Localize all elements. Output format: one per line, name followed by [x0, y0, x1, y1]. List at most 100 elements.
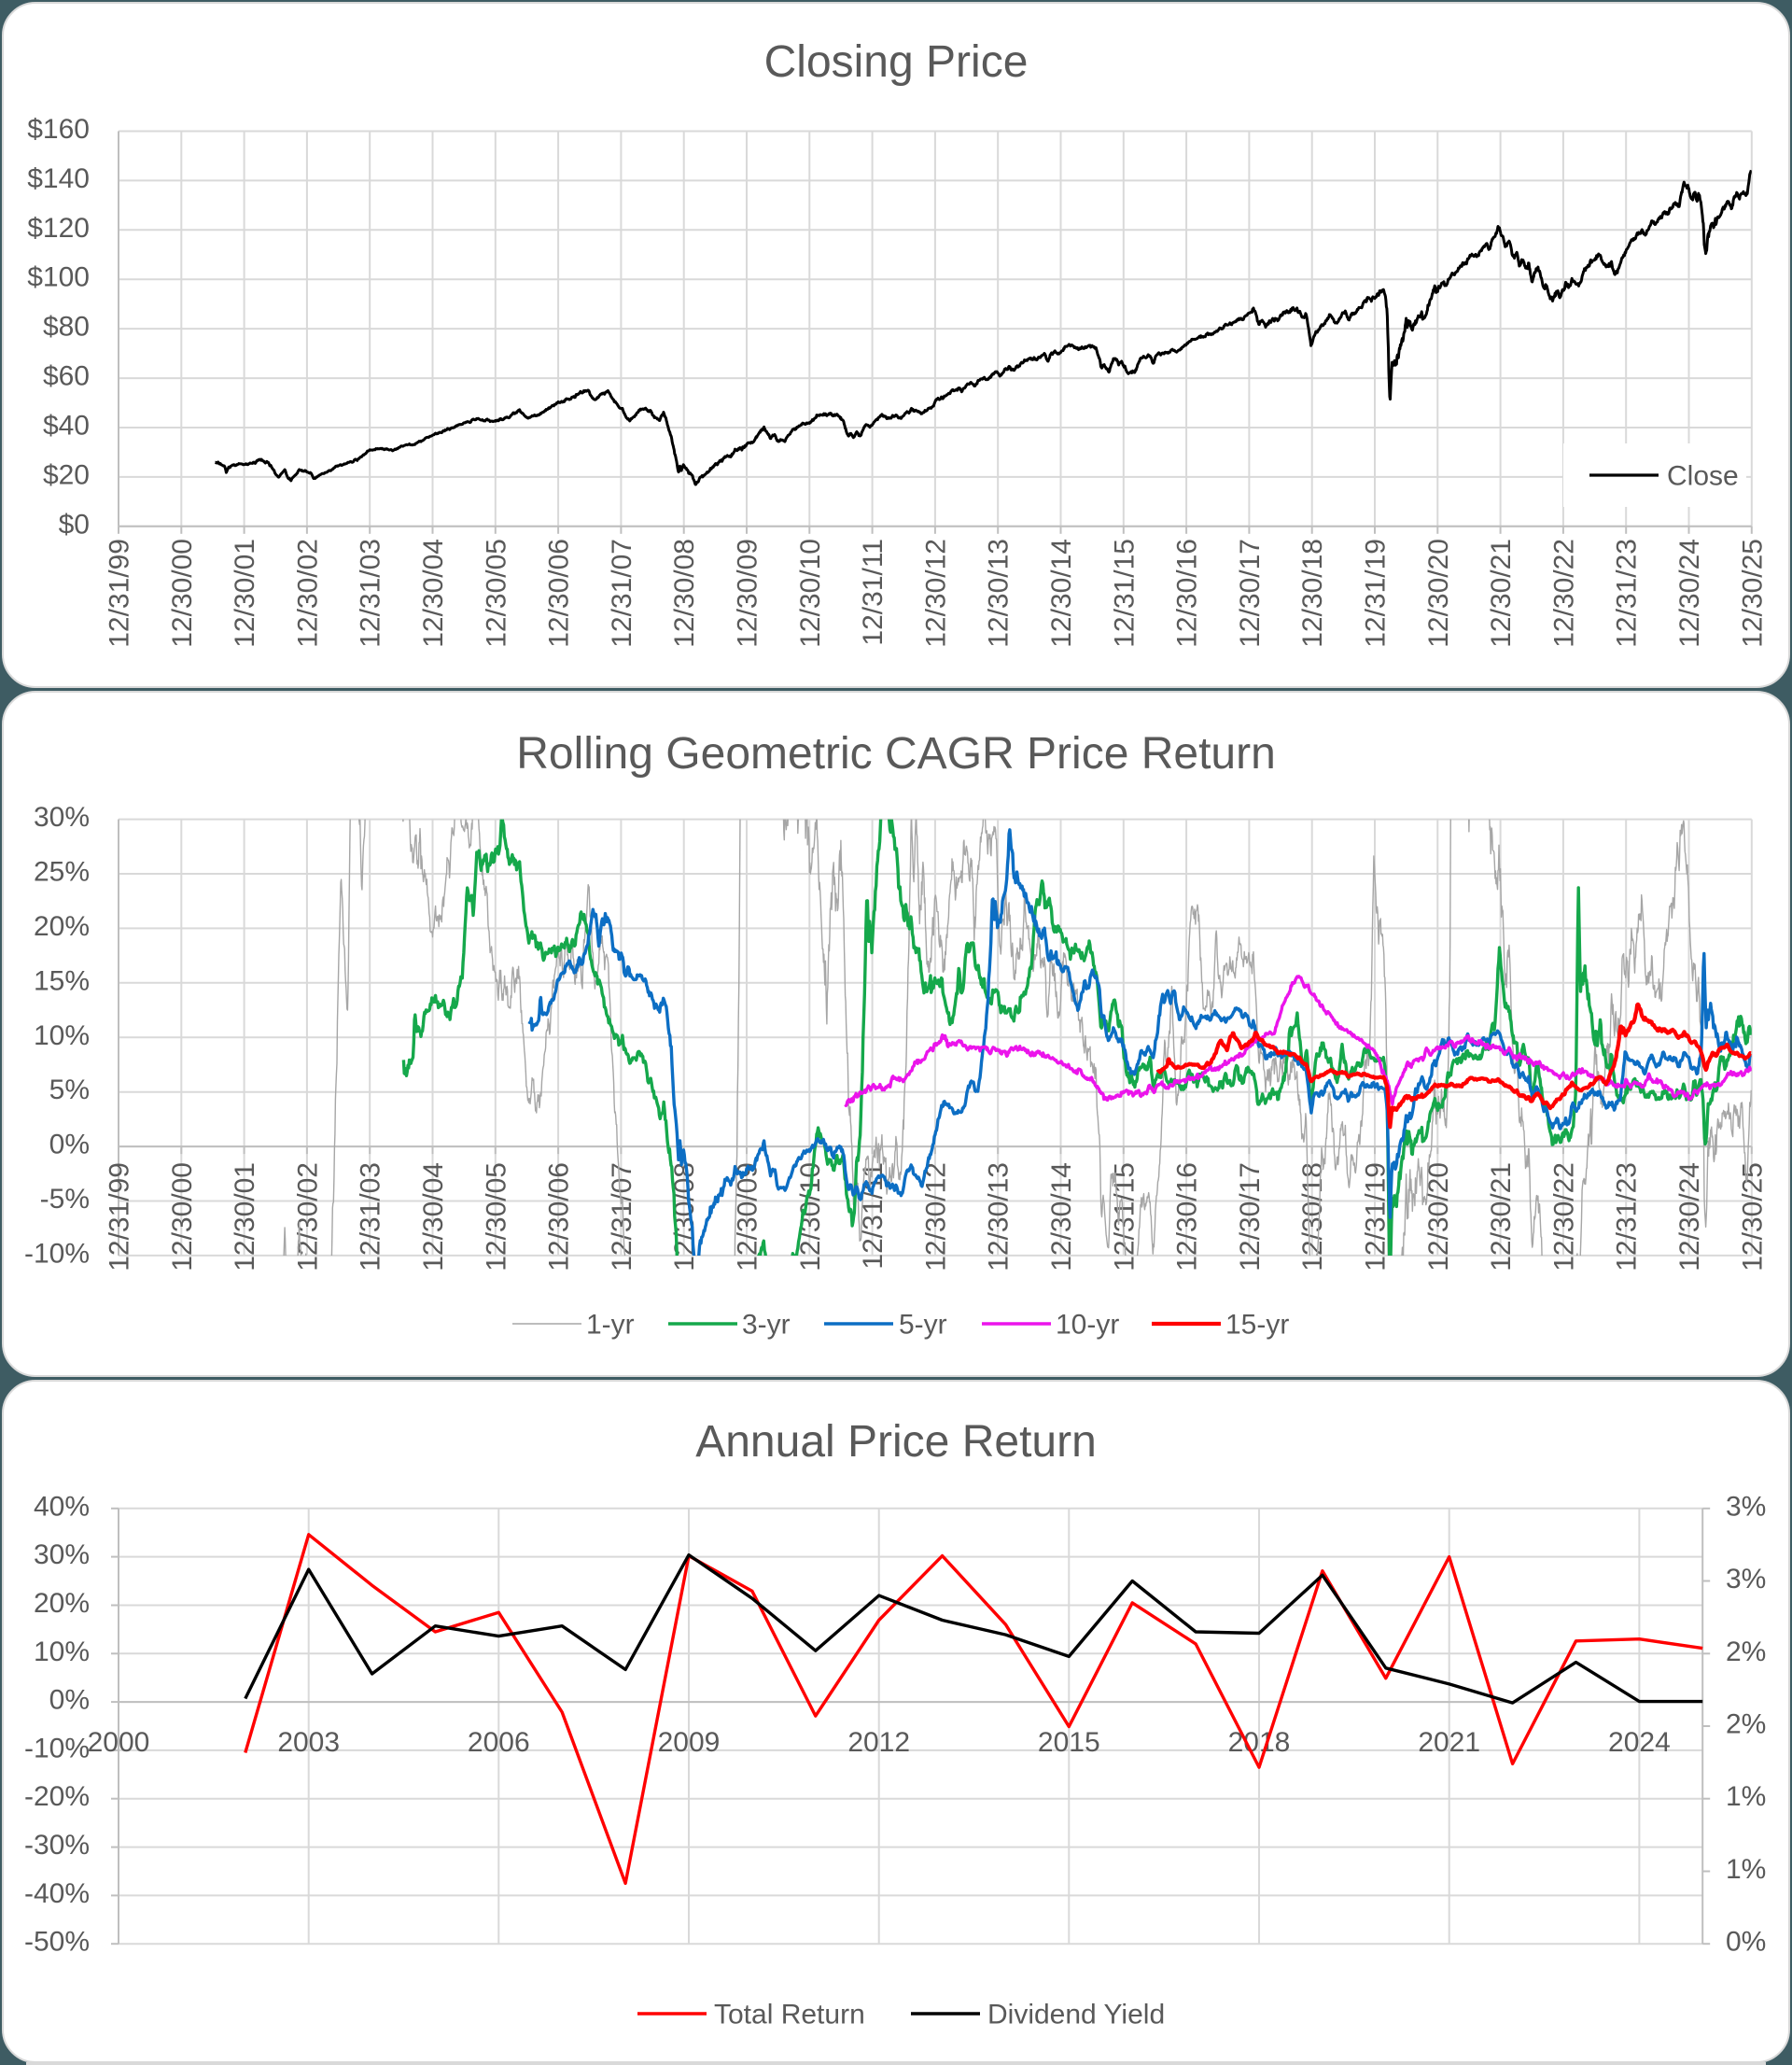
svg-text:30%: 30% — [34, 1539, 90, 1570]
svg-text:$80: $80 — [43, 312, 90, 343]
svg-text:12/30/08: 12/30/08 — [669, 539, 700, 648]
svg-text:12/31/03: 12/31/03 — [356, 1162, 386, 1271]
svg-text:-5%: -5% — [40, 1184, 90, 1215]
svg-text:12/31/07: 12/31/07 — [607, 539, 637, 648]
svg-text:12/31/11: 12/31/11 — [858, 539, 889, 646]
svg-text:0%: 0% — [49, 1130, 90, 1160]
svg-text:1%: 1% — [1726, 1781, 1766, 1812]
svg-text:12/30/21: 12/30/21 — [1486, 1162, 1517, 1271]
svg-text:Closing Price: Closing Price — [764, 37, 1029, 87]
svg-text:12/30/24: 12/30/24 — [1674, 539, 1705, 648]
svg-text:12/31/99: 12/31/99 — [105, 539, 135, 648]
svg-text:-50%: -50% — [24, 1927, 90, 1958]
svg-text:12/31/19: 12/31/19 — [1361, 539, 1392, 648]
svg-text:12/30/22: 12/30/22 — [1548, 1162, 1579, 1271]
svg-text:12/30/24: 12/30/24 — [1674, 1162, 1705, 1271]
svg-text:12/30/14: 12/30/14 — [1046, 539, 1077, 648]
svg-text:5%: 5% — [49, 1075, 90, 1105]
svg-text:$120: $120 — [27, 213, 90, 244]
svg-text:12/30/06: 12/30/06 — [544, 539, 575, 648]
svg-text:12/30/20: 12/30/20 — [1423, 539, 1454, 648]
svg-text:12/30/12: 12/30/12 — [920, 1162, 951, 1271]
svg-text:2%: 2% — [1726, 1709, 1766, 1740]
svg-text:12/30/16: 12/30/16 — [1172, 539, 1203, 648]
svg-text:12/30/10: 12/30/10 — [795, 539, 826, 648]
svg-text:-20%: -20% — [24, 1781, 90, 1812]
svg-text:12/31/23: 12/31/23 — [1612, 539, 1643, 648]
svg-text:2021: 2021 — [1418, 1727, 1480, 1758]
svg-text:40%: 40% — [34, 1491, 90, 1522]
svg-text:12/30/04: 12/30/04 — [418, 539, 449, 648]
svg-text:12/30/00: 12/30/00 — [167, 1162, 198, 1271]
svg-text:12/30/06: 12/30/06 — [544, 1162, 575, 1271]
svg-text:Rolling Geometric CAGR Price R: Rolling Geometric CAGR Price Return — [516, 729, 1276, 779]
svg-text:1%: 1% — [1726, 1854, 1766, 1885]
svg-text:12/30/05: 12/30/05 — [481, 539, 511, 648]
svg-text:12/31/15: 12/31/15 — [1109, 539, 1140, 648]
svg-text:2024: 2024 — [1608, 1727, 1671, 1758]
svg-text:12/30/25: 12/30/25 — [1737, 1162, 1768, 1271]
svg-text:12/30/02: 12/30/02 — [292, 539, 323, 648]
svg-text:12/30/13: 12/30/13 — [984, 539, 1015, 648]
svg-text:$140: $140 — [27, 163, 90, 194]
svg-text:12/31/99: 12/31/99 — [105, 1162, 135, 1271]
svg-text:Close: Close — [1667, 461, 1739, 492]
svg-text:Annual Price Return: Annual Price Return — [695, 1417, 1097, 1467]
svg-text:5-yr: 5-yr — [899, 1310, 947, 1341]
svg-text:-10%: -10% — [24, 1238, 90, 1269]
svg-text:2006: 2006 — [468, 1727, 530, 1758]
svg-text:$100: $100 — [27, 262, 90, 293]
svg-text:0%: 0% — [49, 1685, 90, 1716]
svg-text:10%: 10% — [34, 1637, 90, 1667]
svg-text:12/31/03: 12/31/03 — [356, 539, 386, 648]
svg-text:12/30/02: 12/30/02 — [292, 1162, 323, 1271]
svg-text:12/30/09: 12/30/09 — [733, 539, 763, 648]
svg-text:1-yr: 1-yr — [586, 1310, 635, 1341]
svg-text:2018: 2018 — [1228, 1727, 1291, 1758]
svg-text:25%: 25% — [34, 857, 90, 888]
svg-text:$160: $160 — [27, 114, 90, 145]
svg-text:2000: 2000 — [88, 1727, 150, 1758]
svg-text:20%: 20% — [34, 911, 90, 942]
svg-text:12/30/01: 12/30/01 — [230, 1162, 260, 1271]
svg-text:3%: 3% — [1726, 1564, 1766, 1594]
svg-text:0%: 0% — [1726, 1927, 1766, 1958]
svg-text:30%: 30% — [34, 802, 90, 833]
svg-text:15%: 15% — [34, 965, 90, 996]
svg-text:12/30/16: 12/30/16 — [1172, 1162, 1203, 1271]
svg-text:3-yr: 3-yr — [742, 1310, 791, 1341]
svg-text:12/30/17: 12/30/17 — [1235, 1162, 1266, 1271]
svg-text:Dividend Yield: Dividend Yield — [987, 2000, 1165, 2030]
svg-text:12/30/09: 12/30/09 — [733, 1162, 763, 1271]
svg-text:2012: 2012 — [847, 1727, 910, 1758]
svg-text:12/30/17: 12/30/17 — [1235, 539, 1266, 648]
svg-text:$40: $40 — [43, 411, 90, 442]
svg-text:12/30/18: 12/30/18 — [1297, 1162, 1328, 1271]
svg-text:12/30/25: 12/30/25 — [1737, 539, 1768, 648]
svg-text:2%: 2% — [1726, 1637, 1766, 1667]
svg-text:12/30/01: 12/30/01 — [230, 539, 260, 648]
svg-text:3%: 3% — [1726, 1491, 1766, 1522]
svg-text:$60: $60 — [43, 361, 90, 392]
svg-text:12/30/00: 12/30/00 — [167, 539, 198, 648]
svg-text:12/30/04: 12/30/04 — [418, 1162, 449, 1271]
svg-text:12/30/22: 12/30/22 — [1548, 539, 1579, 648]
svg-text:2015: 2015 — [1038, 1727, 1100, 1758]
svg-text:-10%: -10% — [24, 1733, 90, 1763]
svg-text:20%: 20% — [34, 1588, 90, 1619]
svg-text:12/30/18: 12/30/18 — [1297, 539, 1328, 648]
svg-text:2009: 2009 — [658, 1727, 721, 1758]
svg-text:12/30/21: 12/30/21 — [1486, 539, 1517, 648]
svg-text:12/30/05: 12/30/05 — [481, 1162, 511, 1271]
svg-text:$0: $0 — [59, 509, 90, 540]
svg-text:$20: $20 — [43, 459, 90, 490]
svg-text:12/30/12: 12/30/12 — [920, 539, 951, 648]
svg-text:15-yr: 15-yr — [1225, 1310, 1289, 1341]
svg-text:12/31/23: 12/31/23 — [1612, 1162, 1643, 1271]
svg-text:12/31/07: 12/31/07 — [607, 1162, 637, 1271]
svg-text:2003: 2003 — [277, 1727, 340, 1758]
svg-text:Total Return: Total Return — [714, 2000, 865, 2030]
svg-text:12/31/19: 12/31/19 — [1361, 1162, 1392, 1271]
svg-text:10%: 10% — [34, 1020, 90, 1051]
svg-text:12/30/14: 12/30/14 — [1046, 1162, 1077, 1271]
